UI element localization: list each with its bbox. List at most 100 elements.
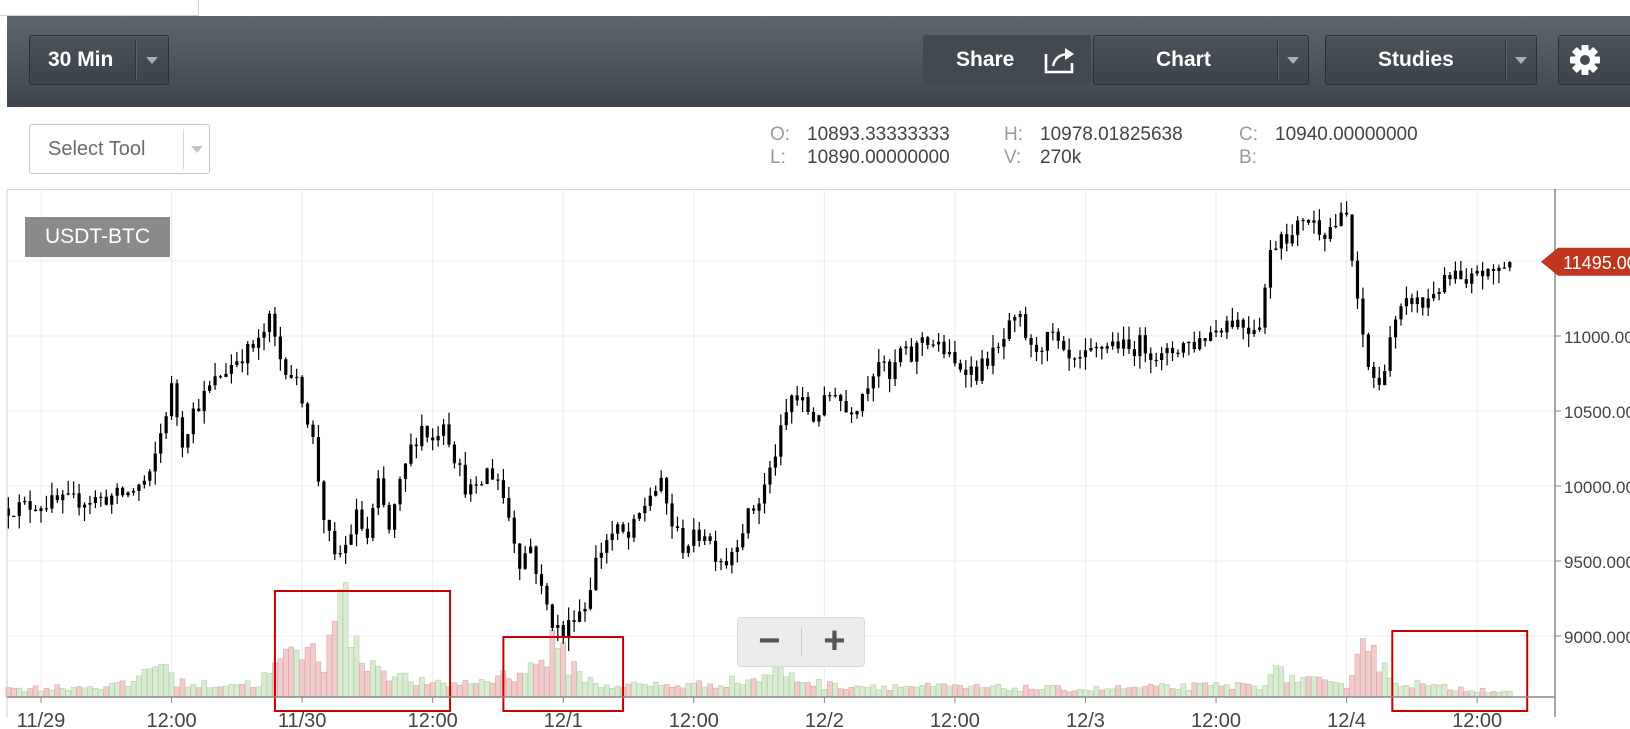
volume-bar (973, 683, 980, 698)
zoom-out-button[interactable]: − (758, 620, 781, 662)
volume-bar (1088, 690, 1094, 698)
candle-body (1421, 297, 1425, 308)
volume-bar (114, 682, 120, 698)
volume-bar (435, 679, 441, 698)
candle-body (1198, 338, 1202, 350)
candle-body (583, 608, 587, 612)
candle-body (1301, 219, 1305, 222)
volume-bar (54, 684, 61, 698)
candle-body (1285, 234, 1289, 244)
interval-dropdown[interactable]: 30 Min (29, 35, 169, 85)
volume-bar (391, 676, 398, 698)
volume-bar (342, 582, 349, 698)
volume-bar (38, 690, 44, 698)
volume-bar (1430, 684, 1437, 698)
candle-body (811, 411, 816, 422)
chevron-down-icon[interactable] (1287, 57, 1299, 64)
candle-body (1383, 371, 1387, 386)
current-price-tag (1541, 247, 1630, 276)
candle-body (1116, 341, 1120, 349)
dropdown-divider (1505, 40, 1507, 80)
volume-bar (1338, 683, 1344, 698)
candle-body (354, 509, 359, 535)
volume-bar (119, 680, 126, 698)
candle-body (441, 424, 446, 436)
chevron-down-icon[interactable] (146, 57, 158, 64)
candle-body (817, 415, 821, 422)
volume-bar (870, 684, 877, 698)
candle-body (773, 456, 777, 468)
volume-bar (658, 685, 664, 698)
candle-body (344, 544, 348, 554)
candle-body (909, 346, 913, 362)
candle-body (844, 401, 848, 413)
gear-icon (1570, 45, 1600, 75)
volume-bar (669, 687, 675, 698)
volume-bar (941, 683, 947, 698)
candle-body (1502, 267, 1506, 269)
candle-body (958, 363, 962, 370)
candle-body (431, 437, 435, 441)
volume-bar (636, 683, 643, 698)
zoom-control: − + (737, 617, 865, 667)
symbol-badge: USDT-BTC (25, 217, 170, 257)
volume-bar (1142, 685, 1149, 698)
chart-type-dropdown[interactable]: Chart (1093, 35, 1309, 85)
candle-body (1225, 320, 1229, 333)
volume-bar (108, 682, 115, 698)
volume-bar (527, 662, 534, 698)
volume-bar (805, 682, 811, 698)
price-chart[interactable]: 9000.000 9500.000 10000.000 10500.000 11000.… (0, 189, 1630, 729)
candle-body (414, 444, 418, 447)
volume-bar (315, 661, 322, 698)
candle-body (93, 497, 97, 503)
candle-body (1029, 338, 1033, 345)
candle-body (273, 313, 277, 337)
volume-bar (1463, 691, 1470, 698)
candle-body (333, 530, 337, 555)
volume-bar (772, 662, 779, 698)
volume-bar (1458, 686, 1464, 698)
volume-bar (408, 681, 414, 698)
candle-body (1323, 234, 1327, 240)
volume-bar (81, 687, 88, 698)
candle-body (1230, 320, 1234, 328)
volume-bar (1207, 685, 1214, 698)
volume-bar (924, 682, 931, 698)
studies-dropdown[interactable]: Studies (1325, 35, 1537, 85)
candle-body (77, 493, 81, 508)
candle-body (801, 397, 805, 401)
volume-bar (457, 685, 463, 698)
candle-body (371, 507, 375, 538)
candle-body (409, 444, 413, 464)
candle-body (1111, 341, 1115, 347)
candle-body (675, 526, 680, 528)
candle-body (131, 490, 136, 493)
volume-bar (1305, 676, 1312, 698)
candle-body (1388, 337, 1392, 372)
volume-bar (293, 649, 300, 698)
candle-body (311, 424, 315, 437)
chevron-down-icon[interactable] (1515, 57, 1527, 64)
zoom-in-button[interactable]: + (823, 620, 846, 662)
volume-bar (957, 685, 964, 698)
candle-body (213, 376, 217, 386)
volume-bar (1077, 688, 1083, 698)
chevron-down-icon[interactable] (191, 146, 203, 153)
select-tool-label: Select Tool (48, 138, 146, 160)
volume-bar (304, 647, 311, 698)
volume-bar (250, 687, 256, 698)
volume-bar (1028, 688, 1034, 698)
volume-bar (1381, 662, 1388, 698)
volume-bar (1327, 681, 1334, 698)
settings-dropdown[interactable] (1558, 35, 1630, 85)
volume-bar (462, 680, 469, 698)
candle-body (512, 517, 516, 544)
candle-body (1361, 298, 1365, 335)
candle-body (1247, 327, 1251, 334)
candle-body (289, 374, 293, 378)
share-button[interactable]: Share (923, 35, 1091, 85)
select-tool-dropdown[interactable]: Select Tool (29, 124, 210, 174)
interval-label: 30 Min (48, 48, 114, 71)
volume-bar (397, 672, 403, 698)
